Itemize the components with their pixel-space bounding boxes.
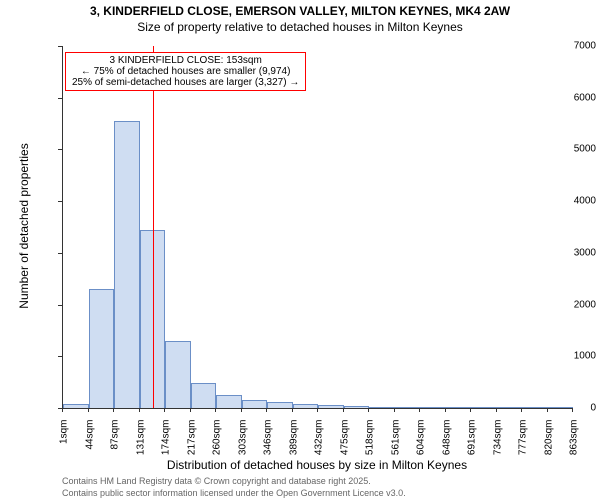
histogram-bar: [497, 407, 523, 408]
x-tick-mark: [62, 408, 63, 412]
y-tick-label: 3000: [542, 247, 596, 258]
footnote-line1: Contains HM Land Registry data © Crown c…: [62, 476, 371, 486]
y-tick-mark: [58, 253, 62, 254]
x-tick-mark: [88, 408, 89, 412]
x-tick-label: 389sqm: [288, 420, 299, 470]
x-tick-label: 734sqm: [492, 420, 503, 470]
histogram-bar: [318, 405, 344, 408]
x-tick-label: 217sqm: [186, 420, 197, 470]
chart-container: 3, KINDERFIELD CLOSE, EMERSON VALLEY, MI…: [0, 4, 600, 504]
histogram-bar: [89, 289, 115, 408]
x-tick-mark: [368, 408, 369, 412]
x-tick-label: 260sqm: [212, 420, 223, 470]
x-tick-label: 604sqm: [416, 420, 427, 470]
x-tick-label: 475sqm: [339, 420, 350, 470]
x-tick-label: 820sqm: [543, 420, 554, 470]
histogram-bar: [344, 406, 370, 408]
x-tick-label: 1sqm: [59, 420, 70, 470]
x-tick-label: 432sqm: [314, 420, 325, 470]
histogram-bar: [216, 395, 242, 408]
y-tick-label: 6000: [542, 92, 596, 103]
x-tick-label: 44sqm: [84, 420, 95, 470]
y-tick-mark: [58, 98, 62, 99]
histogram-bar: [471, 407, 497, 408]
annotation-box: 3 KINDERFIELD CLOSE: 153sqm← 75% of deta…: [65, 52, 306, 91]
x-tick-label: 777sqm: [518, 420, 529, 470]
footnote-line2: Contains public sector information licen…: [62, 488, 406, 498]
x-tick-label: 561sqm: [390, 420, 401, 470]
x-tick-label: 691sqm: [467, 420, 478, 470]
y-tick-label: 4000: [542, 196, 596, 207]
y-axis-label: Number of detached properties: [17, 126, 31, 326]
x-tick-mark: [572, 408, 573, 412]
histogram-bar: [63, 404, 89, 408]
y-tick-label: 0: [542, 403, 596, 414]
x-tick-label: 346sqm: [263, 420, 274, 470]
histogram-bar: [267, 402, 293, 408]
y-tick-label: 2000: [542, 299, 596, 310]
y-tick-mark: [58, 201, 62, 202]
x-tick-label: 174sqm: [161, 420, 172, 470]
x-tick-mark: [139, 408, 140, 412]
x-tick-mark: [190, 408, 191, 412]
x-tick-label: 131sqm: [135, 420, 146, 470]
x-tick-mark: [496, 408, 497, 412]
histogram-bar: [114, 121, 140, 408]
x-tick-label: 648sqm: [441, 420, 452, 470]
histogram-bar: [165, 341, 191, 408]
histogram-bar: [242, 400, 268, 408]
x-tick-mark: [394, 408, 395, 412]
x-tick-mark: [164, 408, 165, 412]
chart-title: 3, KINDERFIELD CLOSE, EMERSON VALLEY, MI…: [0, 4, 600, 18]
histogram-bar: [293, 404, 319, 408]
x-tick-mark: [419, 408, 420, 412]
histogram-bar: [191, 383, 217, 408]
histogram-bar: [446, 407, 472, 408]
y-tick-label: 5000: [542, 144, 596, 155]
y-tick-label: 7000: [542, 41, 596, 52]
annotation-line3: 25% of semi-detached houses are larger (…: [72, 77, 299, 88]
marker-line: [153, 46, 154, 408]
x-tick-label: 863sqm: [569, 420, 580, 470]
x-tick-label: 303sqm: [237, 420, 248, 470]
annotation-line1: 3 KINDERFIELD CLOSE: 153sqm: [72, 55, 299, 66]
x-tick-mark: [292, 408, 293, 412]
x-tick-mark: [470, 408, 471, 412]
histogram-bar: [420, 407, 446, 408]
x-tick-mark: [266, 408, 267, 412]
x-tick-mark: [445, 408, 446, 412]
x-tick-mark: [241, 408, 242, 412]
y-tick-mark: [58, 46, 62, 47]
chart-subtitle: Size of property relative to detached ho…: [0, 20, 600, 34]
x-tick-label: 87sqm: [110, 420, 121, 470]
x-tick-mark: [521, 408, 522, 412]
y-tick-mark: [58, 356, 62, 357]
y-tick-mark: [58, 149, 62, 150]
histogram-bar: [395, 407, 421, 408]
histogram-bar: [369, 407, 395, 408]
x-tick-mark: [317, 408, 318, 412]
y-tick-label: 1000: [542, 351, 596, 362]
x-tick-mark: [343, 408, 344, 412]
x-tick-mark: [215, 408, 216, 412]
x-tick-mark: [547, 408, 548, 412]
annotation-line2: ← 75% of detached houses are smaller (9,…: [72, 66, 299, 77]
plot-area: 3 KINDERFIELD CLOSE: 153sqm← 75% of deta…: [62, 46, 573, 409]
x-tick-mark: [113, 408, 114, 412]
y-tick-mark: [58, 305, 62, 306]
x-tick-label: 518sqm: [365, 420, 376, 470]
